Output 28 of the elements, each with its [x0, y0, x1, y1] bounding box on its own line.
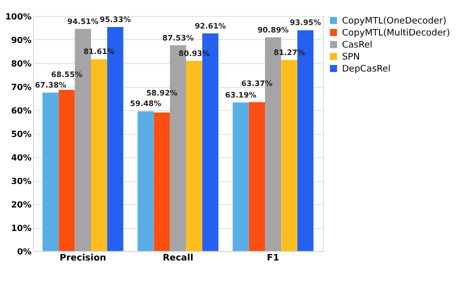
- y-tick-label: 60%: [11, 106, 32, 116]
- x-tick-label: Recall: [162, 254, 194, 264]
- bar: [154, 112, 170, 251]
- y-tick-label: 90%: [11, 36, 32, 46]
- legend-label: DepCasRel: [342, 64, 391, 74]
- y-tick-label: 70%: [11, 83, 32, 93]
- legend-label: CopyMTL(OneDecoder): [342, 16, 446, 26]
- y-tick-label: 50%: [11, 130, 32, 140]
- x-tick-label: Precision: [60, 254, 106, 264]
- x-tick-label: F1: [266, 254, 280, 264]
- bar: [91, 59, 108, 251]
- y-tick-label: 40%: [11, 154, 32, 164]
- y-tick-label: 10%: [11, 224, 32, 234]
- bar: [138, 111, 154, 251]
- bar: [42, 92, 59, 251]
- bar: [186, 60, 202, 251]
- y-tick-label: 100%: [5, 12, 32, 22]
- y-tick-label: 0%: [17, 248, 32, 258]
- y-tick-label: 20%: [11, 200, 32, 210]
- legend-label: CasRel: [342, 40, 372, 50]
- legend-label: CopyMTL(MultiDecoder): [342, 28, 450, 38]
- y-tick-label: 30%: [11, 177, 32, 187]
- bar: [248, 102, 265, 251]
- legend-label: SPN: [342, 52, 360, 62]
- bar: [232, 102, 249, 251]
- bar: [58, 90, 75, 251]
- bar: [281, 60, 298, 251]
- y-tick-label: 80%: [11, 60, 32, 70]
